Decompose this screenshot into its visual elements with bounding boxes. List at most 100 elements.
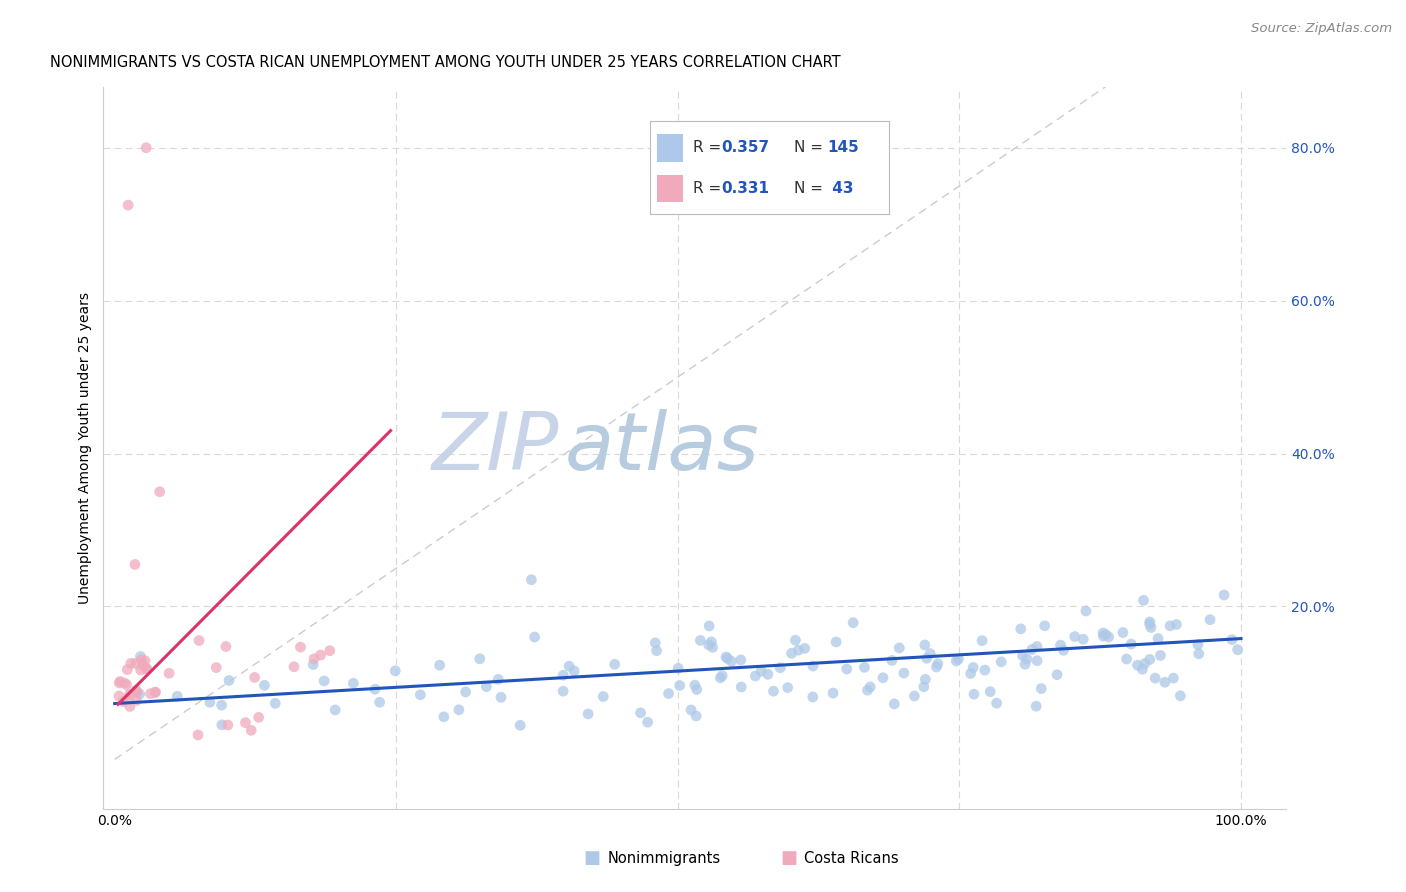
Point: [235, 715, 257, 730]
Point: [689, 633, 711, 648]
Point: [914, 673, 936, 687]
Point: [475, 680, 498, 694]
Point: [198, 695, 221, 709]
Point: [368, 695, 391, 709]
Point: [903, 689, 925, 703]
Point: [959, 666, 981, 681]
Point: [108, 689, 131, 703]
Point: [1140, 621, 1163, 635]
Point: [342, 676, 364, 690]
Point: [302, 652, 325, 666]
Text: 145: 145: [827, 140, 859, 155]
Point: [657, 687, 679, 701]
Point: [986, 696, 1008, 710]
Point: [218, 673, 240, 688]
Text: N =: N =: [793, 181, 828, 196]
Point: [893, 666, 915, 681]
Point: [520, 573, 543, 587]
Point: [118, 699, 141, 714]
Point: [1031, 681, 1053, 696]
Point: [117, 663, 139, 677]
Point: [253, 678, 276, 692]
Point: [1121, 637, 1143, 651]
Point: [915, 651, 938, 665]
Text: atlas: atlas: [565, 409, 759, 487]
Point: [553, 668, 575, 682]
Point: [553, 684, 575, 698]
Point: [948, 652, 970, 666]
Point: [523, 630, 546, 644]
Point: [668, 678, 690, 692]
Point: [1046, 667, 1069, 681]
Point: [1187, 638, 1209, 652]
Text: Costa Ricans: Costa Ricans: [804, 851, 898, 865]
Point: [323, 703, 346, 717]
Point: [630, 706, 652, 720]
Point: [1199, 613, 1222, 627]
Text: 0.357: 0.357: [721, 140, 770, 155]
Point: [1139, 617, 1161, 632]
Point: [702, 640, 724, 655]
Point: [681, 703, 703, 717]
Point: [135, 141, 157, 155]
Point: [785, 633, 807, 648]
Point: [562, 664, 585, 678]
Point: [823, 686, 845, 700]
Point: [592, 690, 614, 704]
Point: [283, 659, 305, 673]
Point: [683, 678, 706, 692]
Point: [686, 682, 709, 697]
Point: [120, 657, 142, 671]
Point: [1154, 675, 1177, 690]
Point: [730, 680, 752, 694]
Point: [963, 687, 986, 701]
Text: ■: ■: [780, 849, 797, 867]
Point: [558, 659, 581, 673]
Point: [709, 671, 731, 685]
Point: [973, 663, 995, 677]
Point: [925, 660, 948, 674]
Point: [962, 660, 984, 674]
Point: [409, 688, 432, 702]
Point: [1112, 625, 1135, 640]
Point: [697, 619, 720, 633]
Point: [920, 647, 942, 661]
Point: [1049, 638, 1071, 652]
Point: [1092, 629, 1115, 643]
Point: [124, 657, 146, 671]
Point: [1063, 630, 1085, 644]
Point: [714, 650, 737, 665]
Point: [776, 681, 799, 695]
Point: [889, 640, 911, 655]
Point: [720, 654, 742, 668]
Text: Source: ZipAtlas.com: Source: ZipAtlas.com: [1251, 22, 1392, 36]
Point: [1226, 642, 1249, 657]
Point: [117, 198, 139, 212]
Text: Nonimmigrants: Nonimmigrants: [607, 851, 720, 865]
Point: [856, 683, 879, 698]
Point: [264, 696, 287, 710]
Point: [716, 651, 738, 665]
Text: R =: R =: [693, 181, 725, 196]
Point: [859, 680, 882, 694]
Point: [880, 653, 903, 667]
Point: [124, 558, 146, 572]
Point: [1159, 619, 1181, 633]
Point: [780, 646, 803, 660]
Point: [240, 723, 263, 738]
Point: [1132, 593, 1154, 607]
Text: ZIP: ZIP: [432, 409, 558, 487]
Point: [1026, 654, 1049, 668]
Point: [1188, 647, 1211, 661]
Point: [131, 653, 153, 667]
Point: [166, 690, 188, 704]
Point: [131, 658, 153, 673]
Point: [468, 652, 491, 666]
Text: N =: N =: [793, 140, 828, 155]
Point: [129, 663, 152, 677]
Point: [762, 684, 785, 698]
Point: [302, 657, 325, 672]
Point: [927, 657, 949, 671]
Point: [1166, 617, 1188, 632]
Point: [835, 662, 858, 676]
